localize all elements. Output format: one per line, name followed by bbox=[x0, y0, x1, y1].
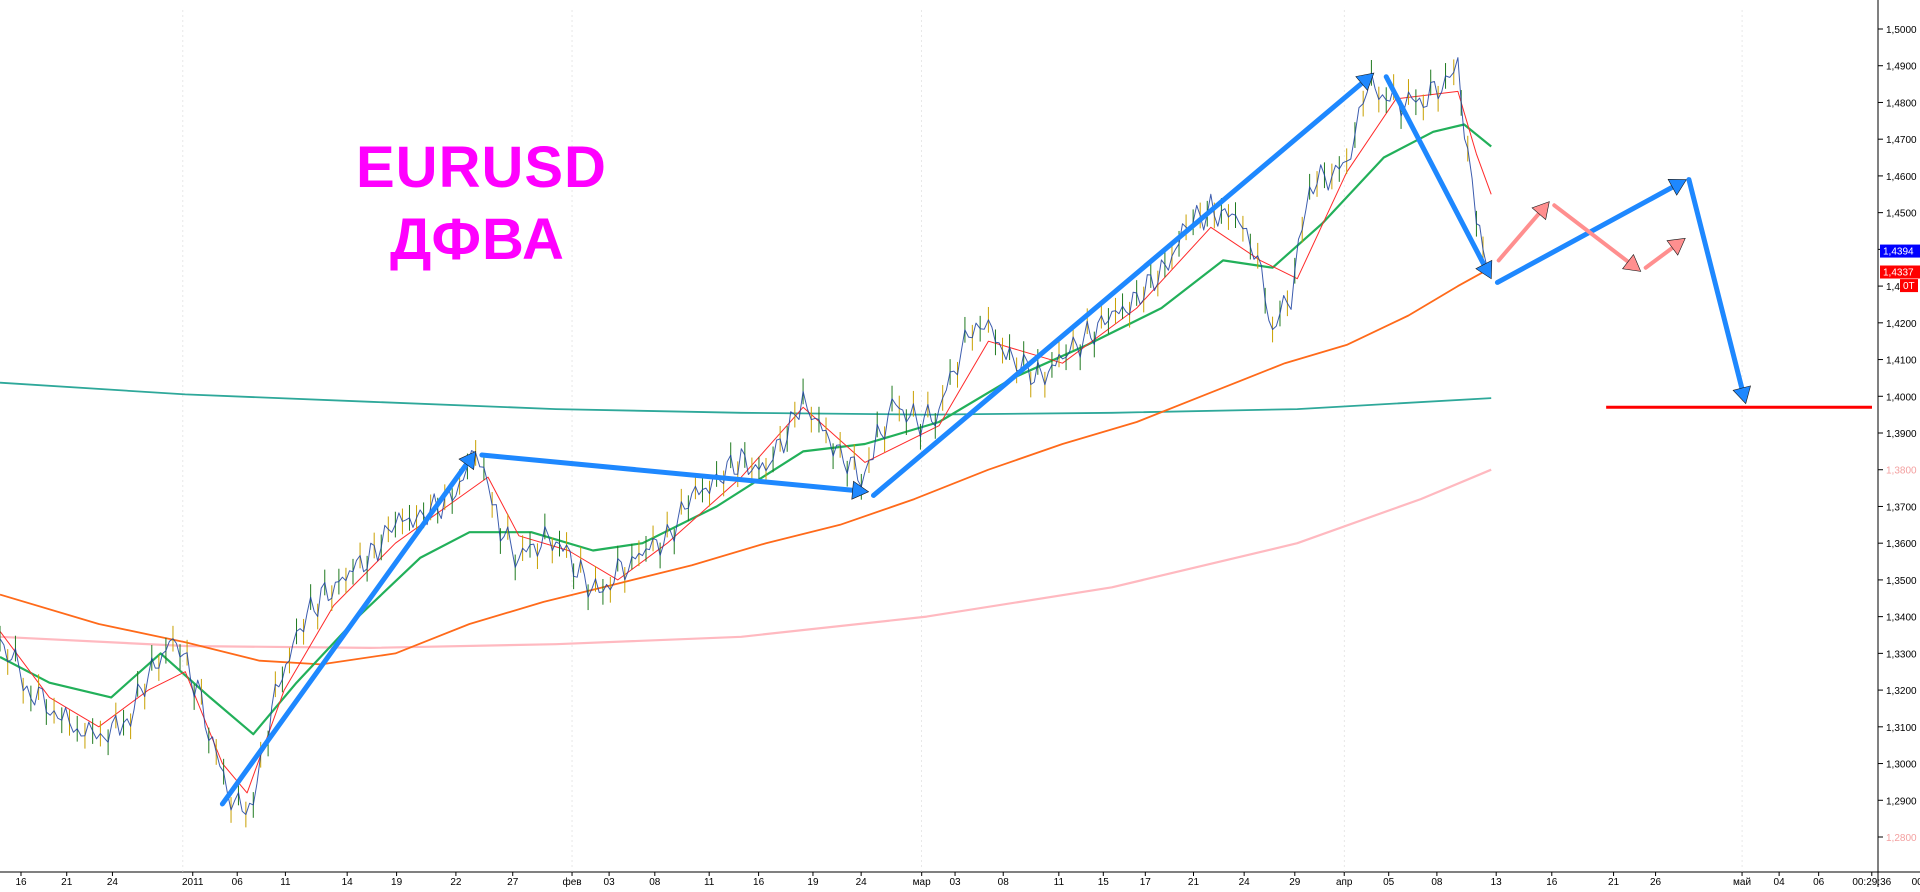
y-tick-label: 1,4900 bbox=[1886, 62, 1917, 73]
x-tick-label: 03 bbox=[604, 877, 616, 887]
ma-orange-line bbox=[0, 266, 1492, 666]
wave-arrow-blue bbox=[1686, 177, 1745, 391]
x-tick-label: 16 bbox=[753, 877, 765, 887]
y-tick-label: 1,3400 bbox=[1886, 613, 1917, 624]
y-tick-label: 1,4800 bbox=[1886, 98, 1917, 109]
y-tick-label: 1,3600 bbox=[1886, 539, 1917, 550]
x-tick-label: 06 bbox=[232, 877, 244, 887]
x-tick-label: 19 bbox=[807, 877, 819, 887]
x-tick-label: 26 bbox=[1650, 877, 1662, 887]
wave-arrow-blue bbox=[870, 80, 1365, 498]
x-tick-label: 24 bbox=[107, 877, 119, 887]
x-tick-label: фев bbox=[562, 876, 581, 887]
ma-pink-line bbox=[0, 468, 1492, 650]
x-tick-label: 17 bbox=[1140, 877, 1152, 887]
y-tick-label: 1,4000 bbox=[1886, 392, 1917, 403]
wave-arrow-pink bbox=[1643, 245, 1675, 270]
x-tick-label: 11 bbox=[280, 877, 291, 887]
wave-arrow-blue-head bbox=[1667, 179, 1687, 196]
wave-arrow-pink bbox=[1552, 203, 1631, 264]
y-tick-label: 1,3000 bbox=[1886, 760, 1917, 771]
price-line bbox=[0, 57, 1487, 815]
chart-title-symbol: EURUSD bbox=[356, 135, 607, 200]
wave-arrow-blue-head bbox=[851, 480, 870, 500]
x-tick-label: 11 bbox=[704, 877, 715, 887]
y-tick-label: 1,3700 bbox=[1886, 502, 1917, 513]
x-tick-label: 16 bbox=[15, 877, 27, 887]
x-tick-label: 03 bbox=[949, 877, 961, 887]
x-tick-label: 08 bbox=[649, 877, 661, 887]
ma-fast-line bbox=[0, 90, 1492, 794]
x-tick-label: 29 bbox=[1289, 877, 1301, 887]
wave-arrow-blue-head bbox=[458, 450, 477, 471]
y-tick-label: 1,3200 bbox=[1886, 686, 1917, 697]
wave-arrow-blue-head bbox=[1475, 259, 1493, 280]
wave-arrow-blue bbox=[479, 452, 856, 493]
y-tick-label: 1,4100 bbox=[1886, 356, 1917, 367]
x-tick-label: апр bbox=[1336, 877, 1353, 887]
wave-arrow-blue bbox=[1383, 74, 1487, 268]
x-tick-label: 2011 bbox=[182, 877, 204, 887]
y-tick-label: 1,4700 bbox=[1886, 135, 1917, 146]
y-tick-label: 1,5000 bbox=[1886, 25, 1917, 36]
y-tick-label: 1,4200 bbox=[1886, 319, 1917, 330]
y-tick-label: 1,2900 bbox=[1886, 796, 1917, 807]
wave-arrow-blue bbox=[1494, 184, 1675, 285]
x-tick-label: мар bbox=[913, 877, 931, 887]
x-tick-label: 05 bbox=[1383, 877, 1395, 887]
wave-arrow-pink-head bbox=[1666, 237, 1686, 256]
x-tick-label: 19 bbox=[391, 877, 403, 887]
x-tick-label: 16 bbox=[1546, 877, 1558, 887]
x-tick-label: 13 bbox=[1491, 877, 1503, 887]
x-tick-label: 00:30:24 bbox=[1912, 877, 1920, 887]
wave-arrow-pink-head bbox=[1531, 201, 1550, 221]
x-tick-label: 15 bbox=[1098, 877, 1110, 887]
x-tick-label: 08 bbox=[1431, 877, 1443, 887]
price-badge bbox=[1880, 244, 1920, 258]
price-badge bbox=[1900, 279, 1918, 293]
y-tick-label: 1,3800 bbox=[1886, 466, 1917, 477]
wave-arrow-blue-head bbox=[1732, 385, 1751, 405]
wave-arrow-pink bbox=[1496, 211, 1541, 263]
ma-mid-line bbox=[0, 123, 1492, 736]
chart-title-method: ДФВА bbox=[390, 207, 565, 272]
x-tick-label: 14 bbox=[342, 877, 354, 887]
x-tick-label: 11 bbox=[1054, 877, 1065, 887]
x-tick-label: май bbox=[1733, 877, 1751, 887]
x-tick-label: 08 bbox=[998, 877, 1010, 887]
x-tick-label: 21 bbox=[1188, 877, 1200, 887]
x-tick-label: 00:29:36 bbox=[1852, 877, 1891, 887]
price-badge-label: 0T bbox=[1903, 281, 1915, 292]
x-tick-label: 21 bbox=[61, 877, 73, 887]
y-tick-label: 1,4600 bbox=[1886, 172, 1917, 183]
y-tick-label: 1,3300 bbox=[1886, 649, 1917, 660]
x-tick-label: 21 bbox=[1608, 877, 1620, 887]
x-tick-label: 24 bbox=[856, 877, 868, 887]
y-tick-label: 1,2800 bbox=[1886, 833, 1917, 844]
x-tick-label: 06 bbox=[1813, 877, 1825, 887]
wave-arrow-blue-head bbox=[1355, 72, 1375, 91]
price-badge-label: 1,4394 bbox=[1883, 247, 1914, 258]
ma-teal-line bbox=[0, 381, 1492, 416]
y-tick-label: 1,3500 bbox=[1886, 576, 1917, 587]
x-tick-label: 04 bbox=[1774, 877, 1786, 887]
x-tick-label: 27 bbox=[507, 877, 519, 887]
x-tick-label: 24 bbox=[1239, 877, 1251, 887]
x-tick-label: 22 bbox=[450, 877, 462, 887]
wave-arrow-pink-head bbox=[1622, 253, 1642, 272]
y-tick-label: 1,3100 bbox=[1886, 723, 1917, 734]
wave-arrow-blue bbox=[219, 461, 469, 807]
y-tick-label: 1,3900 bbox=[1886, 429, 1917, 440]
price-badge-label: 1,4337 bbox=[1883, 268, 1914, 279]
y-tick-label: 1,4500 bbox=[1886, 209, 1917, 220]
price-badge bbox=[1880, 265, 1920, 279]
